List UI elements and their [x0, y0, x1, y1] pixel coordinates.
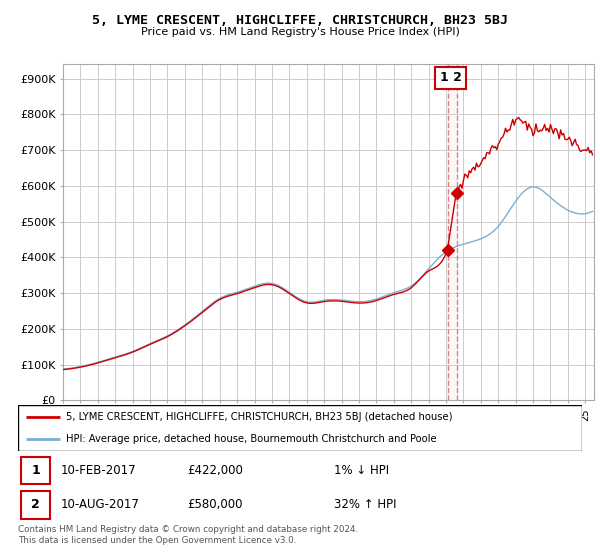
- Text: 1: 1: [31, 464, 40, 477]
- Text: 5, LYME CRESCENT, HIGHCLIFFE, CHRISTCHURCH, BH23 5BJ (detached house): 5, LYME CRESCENT, HIGHCLIFFE, CHRISTCHUR…: [66, 412, 452, 422]
- Text: Price paid vs. HM Land Registry's House Price Index (HPI): Price paid vs. HM Land Registry's House …: [140, 27, 460, 37]
- Text: 2: 2: [31, 498, 40, 511]
- Bar: [448, 64, 457, 400]
- FancyBboxPatch shape: [21, 491, 50, 519]
- Text: Contains HM Land Registry data © Crown copyright and database right 2024.
This d: Contains HM Land Registry data © Crown c…: [18, 525, 358, 545]
- Text: 32% ↑ HPI: 32% ↑ HPI: [334, 498, 397, 511]
- Text: 5, LYME CRESCENT, HIGHCLIFFE, CHRISTCHURCH, BH23 5BJ: 5, LYME CRESCENT, HIGHCLIFFE, CHRISTCHUR…: [92, 14, 508, 27]
- Text: 1 2: 1 2: [440, 71, 461, 85]
- FancyBboxPatch shape: [21, 457, 50, 484]
- Text: £580,000: £580,000: [187, 498, 242, 511]
- Text: HPI: Average price, detached house, Bournemouth Christchurch and Poole: HPI: Average price, detached house, Bour…: [66, 435, 437, 444]
- Text: £422,000: £422,000: [187, 464, 243, 477]
- Text: 10-FEB-2017: 10-FEB-2017: [60, 464, 136, 477]
- Text: 10-AUG-2017: 10-AUG-2017: [60, 498, 139, 511]
- Text: 1% ↓ HPI: 1% ↓ HPI: [334, 464, 389, 477]
